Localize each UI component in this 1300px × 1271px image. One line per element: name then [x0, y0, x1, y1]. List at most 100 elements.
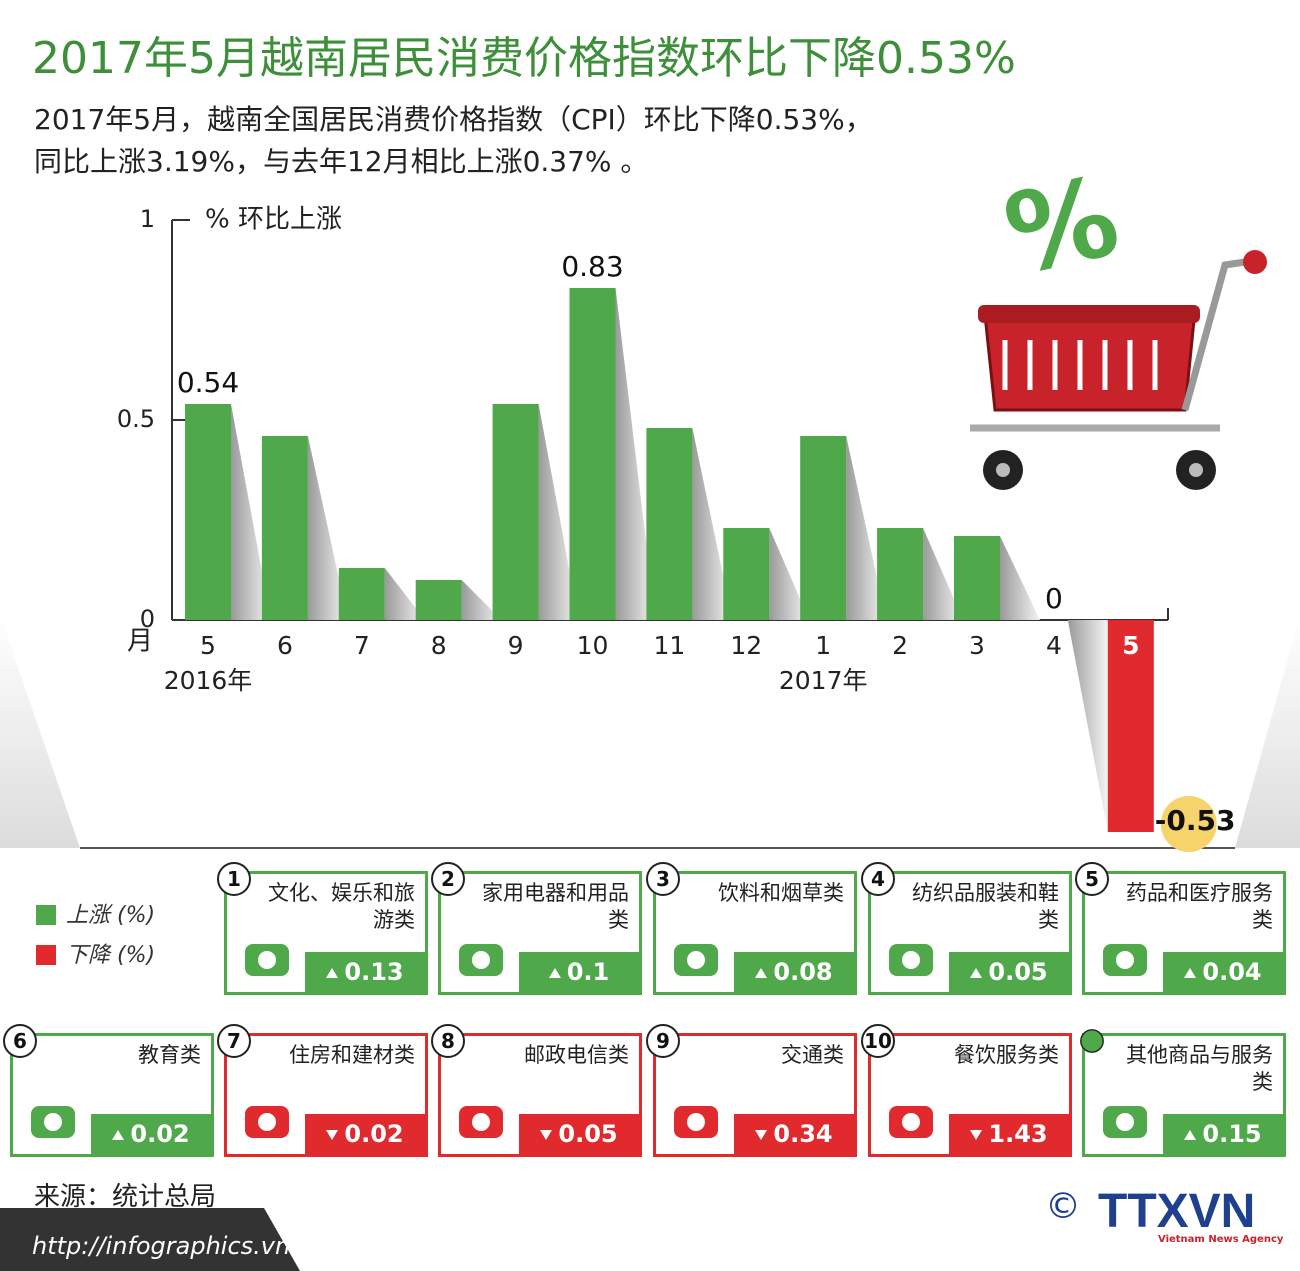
card-value-text: 0.1: [566, 958, 610, 986]
card-number: 4: [861, 862, 895, 896]
bar-shadow: [769, 528, 810, 620]
card-number: 8: [431, 1024, 465, 1058]
category-card: 10 餐饮服务类 1.43: [861, 1024, 1072, 1157]
card-number: 1: [217, 862, 251, 896]
card-value-text: 0.02: [344, 1120, 404, 1148]
category-card: 5 药品和医疗服务类 0.04: [1075, 862, 1286, 995]
value-label: 0.83: [561, 250, 623, 283]
bar-shadow: [231, 404, 271, 620]
card-icon: [453, 1094, 513, 1144]
card-name: 交通类: [781, 1043, 844, 1067]
direction-arrow: [970, 968, 983, 978]
direction-arrow: [326, 1130, 339, 1140]
legend-item: 下降 (%): [36, 937, 155, 969]
x-tick-label: 6: [277, 631, 293, 660]
icon: [1103, 944, 1147, 976]
subtitle: 同比上涨3.19%，与去年12月相比上涨0.37% 。: [34, 145, 649, 178]
cart-illustration: %: [970, 152, 1267, 490]
y-tick-label: 0.5: [117, 405, 155, 433]
card-value-text: 1.43: [988, 1120, 1048, 1148]
direction-arrow: [1184, 968, 1197, 978]
x-tick-label: 10: [577, 631, 609, 660]
copyright: ©: [1045, 1186, 1081, 1227]
card-value: 0.02: [91, 1114, 211, 1154]
card-value: 0.04: [1163, 952, 1283, 992]
card-number: 5: [1075, 862, 1109, 896]
card-value-text: 0.15: [1202, 1120, 1262, 1148]
bar: [569, 288, 616, 620]
card-number: 2: [431, 862, 465, 896]
category-card: 2 家用电器和用品类 0.1: [431, 862, 642, 995]
bar: [723, 528, 770, 620]
icon: [674, 1106, 718, 1138]
card-value: 0.05: [519, 1114, 639, 1154]
card-name: 餐饮服务类: [954, 1043, 1059, 1067]
card-number: 10: [861, 1024, 895, 1058]
icon: [245, 944, 289, 976]
direction-arrow: [326, 968, 339, 978]
bar: [338, 568, 385, 620]
agency: TTXVN: [1098, 1185, 1256, 1238]
direction-arrow: [970, 1130, 983, 1140]
card-icon: [239, 1094, 299, 1144]
value-label: 0.54: [177, 366, 239, 399]
x-tick-label: 2: [892, 631, 908, 660]
x-tick-label: 7: [354, 631, 370, 660]
card-icon: [883, 932, 943, 982]
bar: [415, 580, 462, 620]
bar-shadow: [1000, 536, 1040, 620]
card-icon: [1097, 1094, 1157, 1144]
legend-swatch: [36, 905, 56, 925]
x-tick-label: 1: [815, 631, 831, 660]
direction-arrow: [112, 1130, 125, 1140]
card-name: 家用电器和用品类: [482, 881, 629, 932]
card-value-text: 0.04: [1202, 958, 1262, 986]
card-value-text: 0.05: [988, 958, 1048, 986]
x-tick-label: 4: [1046, 631, 1062, 660]
card-number: 9: [646, 1024, 680, 1058]
bar: [954, 536, 1000, 620]
x-tick-label: 11: [653, 631, 685, 660]
value-label: 0: [1045, 582, 1063, 615]
x-tick-label: 5: [200, 631, 216, 660]
card-number: 6: [3, 1024, 37, 1058]
legend-swatch: [36, 945, 56, 965]
bar: [185, 404, 231, 620]
bar-shadow: [923, 528, 964, 620]
card-name: 其他商品与服务类: [1126, 1043, 1273, 1094]
card-value: 0.13: [305, 952, 425, 992]
card-icon: [668, 1094, 728, 1144]
card-icon: [453, 932, 513, 982]
bar-shadow: [615, 288, 656, 620]
svg-text:%: %: [995, 152, 1129, 300]
year-label: 2017年: [779, 666, 868, 695]
bar-shadow: [846, 436, 887, 620]
category-card: 其他商品与服务类 0.15: [1080, 1029, 1286, 1157]
url: http://infographics.vn: [32, 1232, 291, 1260]
card-value-text: 0.05: [558, 1120, 618, 1148]
title: 2017年5月越南居民消费价格指数环比下降0.53%: [32, 33, 1016, 84]
card-name: 饮料和烟草类: [718, 881, 844, 905]
label-highlight: [1160, 796, 1217, 852]
bar: [261, 436, 308, 620]
bar: [877, 528, 924, 620]
backdrop: [0, 615, 80, 848]
card-name: 住房和建材类: [289, 1043, 415, 1067]
card-value: 0.34: [734, 1114, 854, 1154]
icon: [889, 944, 933, 976]
card-name: 教育类: [138, 1043, 201, 1067]
icon: [31, 1106, 75, 1138]
direction-arrow: [755, 968, 768, 978]
direction-arrow: [1184, 1130, 1197, 1140]
card-icon: [883, 1094, 943, 1144]
bar-shadow: [692, 428, 733, 620]
card-icon: [1097, 932, 1157, 982]
card-value: 0.08: [734, 952, 854, 992]
card-value-text: 0.13: [344, 958, 404, 986]
card-value: 0.05: [949, 952, 1069, 992]
card-icon: [668, 932, 728, 982]
bar: [1107, 620, 1154, 832]
backdrop: [1235, 615, 1300, 848]
